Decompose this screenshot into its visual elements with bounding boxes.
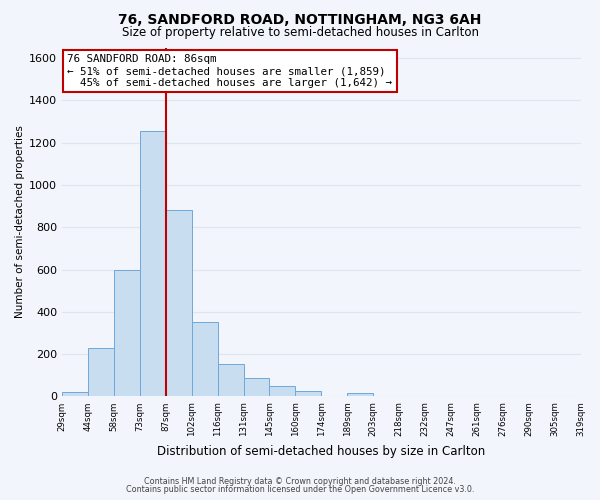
Text: Contains public sector information licensed under the Open Government Licence v3: Contains public sector information licen… xyxy=(126,485,474,494)
Bar xyxy=(218,364,244,396)
Text: 76 SANDFORD ROAD: 86sqm
← 51% of semi-detached houses are smaller (1,859)
  45% : 76 SANDFORD ROAD: 86sqm ← 51% of semi-de… xyxy=(67,54,392,88)
Bar xyxy=(166,210,192,396)
Bar xyxy=(347,392,373,396)
Bar xyxy=(244,378,269,396)
Bar xyxy=(62,392,88,396)
Text: Size of property relative to semi-detached houses in Carlton: Size of property relative to semi-detach… xyxy=(121,26,479,39)
Bar xyxy=(295,390,322,396)
Bar xyxy=(114,270,140,396)
Y-axis label: Number of semi-detached properties: Number of semi-detached properties xyxy=(15,126,25,318)
Bar xyxy=(88,348,114,397)
Bar xyxy=(269,386,295,396)
Text: Contains HM Land Registry data © Crown copyright and database right 2024.: Contains HM Land Registry data © Crown c… xyxy=(144,477,456,486)
Bar xyxy=(140,131,166,396)
Text: 76, SANDFORD ROAD, NOTTINGHAM, NG3 6AH: 76, SANDFORD ROAD, NOTTINGHAM, NG3 6AH xyxy=(118,12,482,26)
Bar xyxy=(192,322,218,396)
X-axis label: Distribution of semi-detached houses by size in Carlton: Distribution of semi-detached houses by … xyxy=(157,444,485,458)
